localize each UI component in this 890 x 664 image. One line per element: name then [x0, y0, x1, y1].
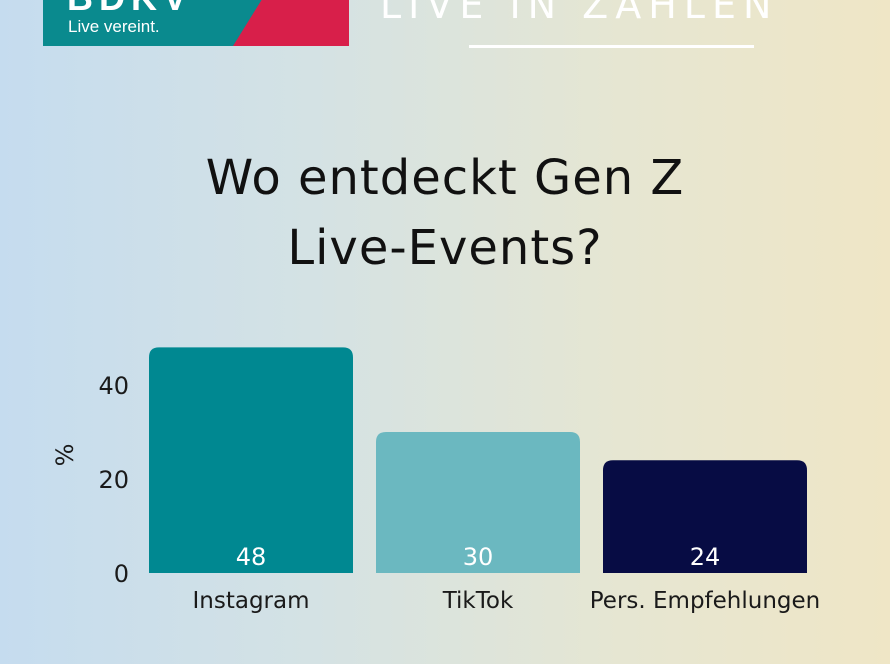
bar-value-label: 30	[463, 543, 494, 571]
logo-tagline: Live vereint.	[68, 17, 160, 36]
chart-title-line-2: Live-Events?	[287, 220, 603, 276]
x-category-label: Pers. Empfehlungen	[590, 588, 821, 614]
x-category-label: TikTok	[442, 588, 514, 614]
bdkv-logo: BDKV Live vereint.	[43, 0, 349, 46]
logo-teal-block	[43, 0, 265, 46]
bar-value-label: 48	[236, 543, 267, 571]
y-tick-label: 40	[98, 372, 129, 400]
x-category-label: Instagram	[192, 588, 309, 614]
logo-wordmark: BDKV	[67, 0, 193, 16]
chart-title-line-1: Wo entdeckt Gen Z	[205, 150, 685, 206]
bar-pers-empfehlungen	[603, 460, 807, 573]
chart-title: Wo entdeckt Gen Z Live-Events?	[0, 143, 890, 283]
y-tick-label: 20	[98, 466, 129, 494]
bar-tiktok	[376, 432, 580, 573]
y-axis-label: %	[51, 444, 79, 467]
y-tick-label: 0	[114, 560, 129, 588]
header-title: LIVE IN ZAHLEN	[380, 0, 779, 27]
bar-instagram	[149, 347, 353, 573]
bar-value-label: 24	[690, 543, 721, 571]
header-underline	[469, 45, 754, 48]
